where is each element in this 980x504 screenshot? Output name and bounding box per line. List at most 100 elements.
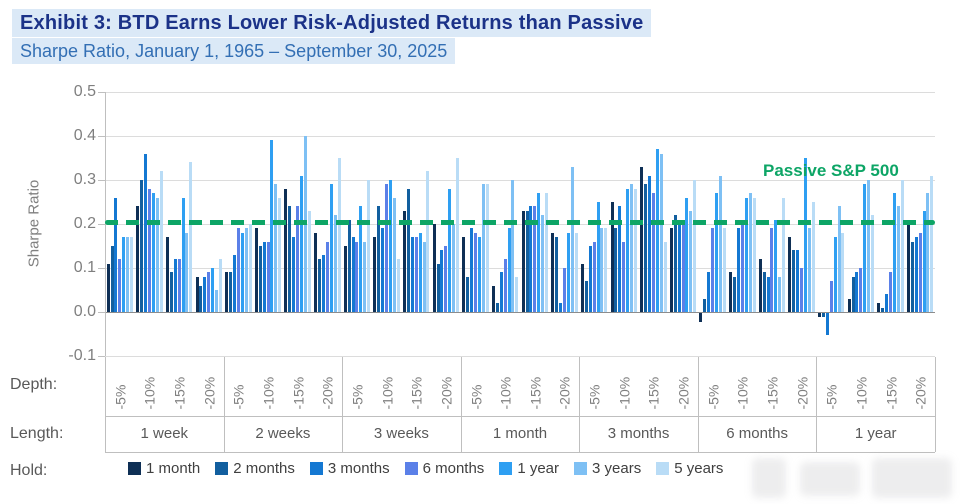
depth-tick-label: -20% <box>201 376 218 410</box>
group-separator <box>223 357 225 452</box>
bar-6months--20%-3months <box>796 250 800 312</box>
y-axis-tick-label: 0.1 <box>73 259 96 276</box>
depth-tick-label: -15% <box>527 376 544 410</box>
y-axis-tick-label: -0.1 <box>68 347 96 364</box>
bar-1week--20%-3years <box>215 290 219 312</box>
bar-1month--5%-2months <box>466 276 470 312</box>
depth-tick-label: -5% <box>468 384 485 410</box>
bar-2weeks--20%-3years <box>333 215 337 312</box>
bar-6months--15%-2months <box>762 272 766 312</box>
bar-1year--20%-3years <box>926 193 930 312</box>
depth-tick-label: -5% <box>586 384 603 410</box>
bar-1year--15%-2months <box>881 307 885 312</box>
hold-row-label: Hold: <box>10 462 48 479</box>
legend-label: 1 year <box>517 460 560 477</box>
bar-2weeks--5%-1year <box>240 232 244 312</box>
gridline <box>105 136 935 137</box>
exhibit-subtitle-row: Sharpe Ratio, January 1, 1965 – Septembe… <box>12 38 456 64</box>
bar-1month--20%-1year <box>566 232 570 312</box>
bar-1month--5%-1year <box>477 237 481 312</box>
depth-tick-label: -20% <box>912 376 929 410</box>
passive-reference-line <box>105 219 935 225</box>
watermark <box>800 462 860 496</box>
depth-tick-label: -5% <box>230 384 247 410</box>
bar-1month--5%-5years <box>485 184 489 312</box>
bar-3weeks--15%-6months <box>414 237 418 312</box>
bar-6months--5%-6months <box>711 228 715 312</box>
bar-3weeks--10%-3months <box>381 228 385 312</box>
legend-label: 5 years <box>674 460 724 477</box>
bar-2weeks--10%-1month <box>254 228 258 312</box>
bar-3weeks--10%-2months <box>377 206 381 312</box>
depth-tick-label: -15% <box>883 376 900 410</box>
depth-tick-label: -10% <box>379 376 396 410</box>
depth-tick-label: -5% <box>705 384 722 410</box>
bar-1week--10%-5years <box>159 171 163 312</box>
watermark <box>872 458 952 498</box>
y-axis-tick-mark <box>98 180 105 181</box>
bar-3months--10%-2months <box>614 228 618 312</box>
bar-1year--10%-2months <box>851 276 855 312</box>
bar-6months--5%-1year <box>715 193 719 312</box>
legend-item-3-years: 3 years <box>574 460 641 477</box>
depth-tick-label: -10% <box>260 376 277 410</box>
bar-1year--15%-3years <box>896 206 900 312</box>
bar-3months--20%-2months <box>673 215 677 312</box>
bar-1week--10%-1year <box>151 193 155 312</box>
bar-2weeks--20%-1month <box>314 232 318 312</box>
bar-6months--5%-2months <box>703 298 707 312</box>
group-separator <box>697 357 699 452</box>
bar-1week--20%-6months <box>207 272 211 312</box>
bar-6months--5%-5years <box>722 228 726 312</box>
bar-1week--20%-2months <box>199 285 203 312</box>
bar-3months--20%-1month <box>669 228 673 312</box>
length-tick-label: 1 week <box>140 425 189 442</box>
bar-1year--15%-6months <box>889 272 893 312</box>
bar-3weeks--10%-1year <box>389 180 392 312</box>
bar-3months--15%-1month <box>640 166 644 312</box>
legend-item-5-years: 5 years <box>656 460 723 477</box>
group-separator <box>579 357 581 452</box>
bar-1month--20%-3months <box>559 303 563 312</box>
group-separator <box>105 357 106 452</box>
bar-6months--15%-3years <box>778 276 782 312</box>
bar-3months--15%-5years <box>663 241 667 312</box>
bar-3weeks--5%-2months <box>347 219 351 312</box>
bar-1month--15%-3months <box>529 206 533 312</box>
bar-6months--10%-3months <box>736 228 740 312</box>
bar-1week--20%-1year <box>211 268 215 312</box>
passive-reference-label: Passive S&P 500 <box>763 161 899 180</box>
bar-1year--20%-5years <box>930 175 934 312</box>
bar-6months--5%-1month <box>699 313 703 322</box>
legend-label: 1 month <box>146 460 201 477</box>
exhibit-title: Exhibit 3: BTD Earns Lower Risk-Adjusted… <box>12 9 652 37</box>
legend-swatch-icon <box>128 462 141 475</box>
bar-2weeks--10%-6months <box>266 241 270 312</box>
bar-2weeks--20%-3months <box>321 254 325 312</box>
bar-1year--10%-3months <box>855 272 859 312</box>
bar-2weeks--15%-5years <box>307 210 311 312</box>
y-axis-tick-mark <box>98 268 105 269</box>
watermark <box>752 458 786 498</box>
bar-2weeks--20%-2months <box>318 259 322 312</box>
bar-6months--10%-3years <box>748 193 752 312</box>
bar-2weeks--10%-2months <box>258 246 262 312</box>
bar-3weeks--15%-1month <box>403 210 407 312</box>
bar-6months--10%-1year <box>744 197 748 312</box>
bar-6months--15%-3months <box>766 276 770 312</box>
bar-3weeks--15%-3months <box>410 237 414 312</box>
length-tick-label: 2 weeks <box>255 425 311 442</box>
bar-1month--15%-1year <box>537 193 541 312</box>
group-separator <box>935 357 936 452</box>
bar-1year--10%-3years <box>867 180 871 312</box>
bar-6months--15%-1month <box>758 259 762 312</box>
bar-1month--10%-2months <box>495 303 499 312</box>
bar-6months--20%-5years <box>811 202 815 312</box>
bar-3months--10%-1month <box>610 202 614 312</box>
bar-1week--10%-1month <box>136 206 140 312</box>
depth-tick-label: -15% <box>290 376 307 410</box>
bar-1year--10%-5years <box>871 215 875 312</box>
bar-3months--5%-1month <box>580 263 584 312</box>
bar-1year--10%-6months <box>859 268 863 312</box>
